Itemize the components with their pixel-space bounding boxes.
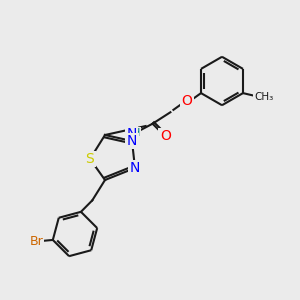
Text: N: N (126, 127, 137, 141)
Text: CH₃: CH₃ (254, 92, 274, 102)
Text: H: H (132, 128, 140, 138)
Text: Br: Br (29, 235, 43, 248)
Text: O: O (182, 94, 192, 108)
Text: O: O (160, 130, 171, 143)
Text: N: N (127, 134, 137, 148)
Text: N: N (130, 161, 140, 175)
Text: S: S (85, 152, 94, 166)
